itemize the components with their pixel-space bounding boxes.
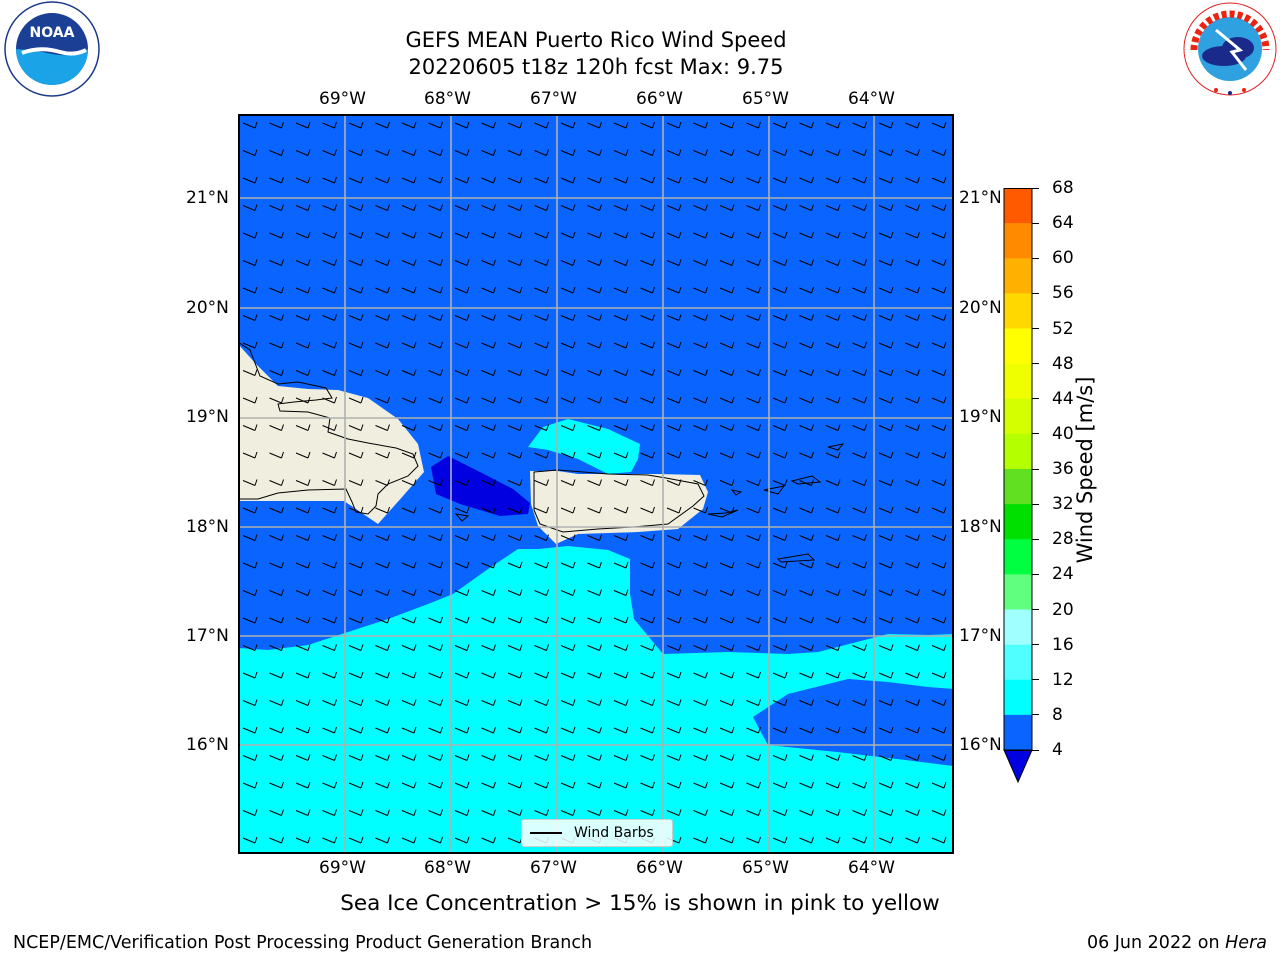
colorbar-tick-mark [1032,538,1039,540]
colorbar-segment [1004,714,1032,751]
colorbar-tick-label: 4 [1052,740,1063,760]
colorbar-segment [1004,223,1032,259]
lon-label-top: 64°W [848,89,895,109]
lat-label-right: 16°N [959,735,1002,755]
graticule [238,114,954,854]
colorbar-tick-label: 68 [1052,178,1074,198]
colorbar-tick-label: 36 [1052,459,1074,479]
colorbar-segment [1004,433,1032,470]
colorbar-under-triangle [1003,749,1033,784]
footer-left-credit: NCEP/EMC/Verification Post Processing Pr… [13,933,593,953]
colorbar-segment [1004,398,1032,435]
colorbar-tick-mark [1032,573,1039,575]
lat-label-right: 19°N [959,407,1002,427]
colorbar-tick-label: 8 [1052,704,1063,725]
colorbar-tick-label: 32 [1052,494,1074,515]
colorbar-segment [1004,539,1032,575]
colorbar-tick-label: 60 [1052,248,1074,269]
colorbar-tick-mark [1032,714,1039,716]
colorbar-tick-mark [1032,187,1039,189]
lon-label-bottom: 65°W [742,858,789,878]
colorbar-tick-mark [1032,503,1039,505]
colorbar-tick-mark [1032,679,1039,681]
legend-line-swatch [530,832,562,834]
colorbar-tick-mark [1032,468,1039,470]
colorbar-tick-mark [1032,609,1039,610]
noaa-logo: NOAA [0,0,104,100]
colorbar-segment [1004,644,1032,681]
colorbar-tick-mark [1032,363,1039,365]
colorbar-tick-label: 28 [1052,529,1074,550]
wind-barbs-field [238,114,954,854]
lon-label-top: 69°W [319,89,366,109]
nws-logo [1180,0,1280,100]
colorbar-segment [1004,328,1032,365]
colorbar-tick-label: 20 [1052,599,1074,620]
colorbar-tick-mark [1032,222,1039,224]
footer-date: 06 Jun 2022 on [1086,933,1226,953]
wind-speed-map [238,114,954,854]
colorbar-tick-label: 48 [1052,353,1074,374]
colorbar-segment [1004,293,1032,329]
sea-ice-caption: Sea Ice Concentration > 15% is shown in … [340,891,940,916]
lat-label-left: 20°N [186,298,229,318]
colorbar-segment [1004,679,1032,716]
colorbar-tick-label: 44 [1052,388,1074,409]
colorbar-tick-mark [1032,292,1039,294]
colorbar-tick-mark [1032,257,1039,259]
lat-label-left: 16°N [186,735,229,755]
lat-label-right: 20°N [959,298,1002,318]
footer-right-date: 06 Jun 2022 on Hera [1087,932,1267,954]
colorbar-tick-label: 56 [1052,283,1074,304]
lon-label-top: 67°W [530,89,577,109]
lon-label-bottom: 66°W [636,858,683,878]
colorbar-tick-mark [1032,398,1039,400]
colorbar-segment [1004,363,1032,400]
map-subtitle: 20220605 t18z 120h fcst Max: 9.75 [408,55,784,79]
colorbar-tick-mark [1032,433,1039,435]
lat-label-right: 21°N [959,188,1002,208]
lon-label-bottom: 67°W [530,858,577,878]
lon-label-bottom: 68°W [424,858,471,878]
colorbar-tick-label: 64 [1052,213,1074,234]
colorbar-tick-mark [1032,644,1039,646]
map-legend: Wind Barbs [521,819,673,847]
lon-label-top: 66°W [636,89,683,109]
lat-label-left: 21°N [186,188,229,208]
lon-label-top: 68°W [424,89,471,109]
colorbar-segment [1004,574,1032,610]
lat-label-right: 17°N [959,626,1002,646]
colorbar-segment [1004,188,1032,224]
colorbar-label: Wind Speed [m/s] [1073,376,1097,564]
legend-label: Wind Barbs [574,825,654,841]
colorbar-tick-label: 12 [1052,669,1074,690]
colorbar-tick-label: 24 [1052,564,1074,585]
colorbar-outline [1003,188,1033,751]
footer-host: Hera [1225,933,1267,953]
noaa-logo-text: NOAA [30,25,75,41]
colorbar-tick-mark [1032,749,1039,751]
lon-label-bottom: 69°W [319,858,366,878]
lon-label-bottom: 64°W [848,858,895,878]
colorbar-segment [1004,504,1032,540]
colorbar-tick-label: 52 [1052,318,1074,339]
colorbar-tick-label: 40 [1052,423,1074,444]
colorbar-tick-label: 16 [1052,634,1074,655]
lon-label-top: 65°W [742,89,789,109]
colorbar-segment [1004,609,1032,646]
map-title: GEFS MEAN Puerto Rico Wind Speed [405,28,787,52]
colorbar-tick-mark [1032,328,1039,329]
lat-label-right: 18°N [959,517,1002,537]
colorbar [1000,188,1036,784]
lat-label-left: 18°N [186,517,229,537]
colorbar-segment [1004,258,1032,294]
lat-label-left: 19°N [186,407,229,427]
colorbar-segment [1004,469,1032,505]
lat-label-left: 17°N [186,626,229,646]
